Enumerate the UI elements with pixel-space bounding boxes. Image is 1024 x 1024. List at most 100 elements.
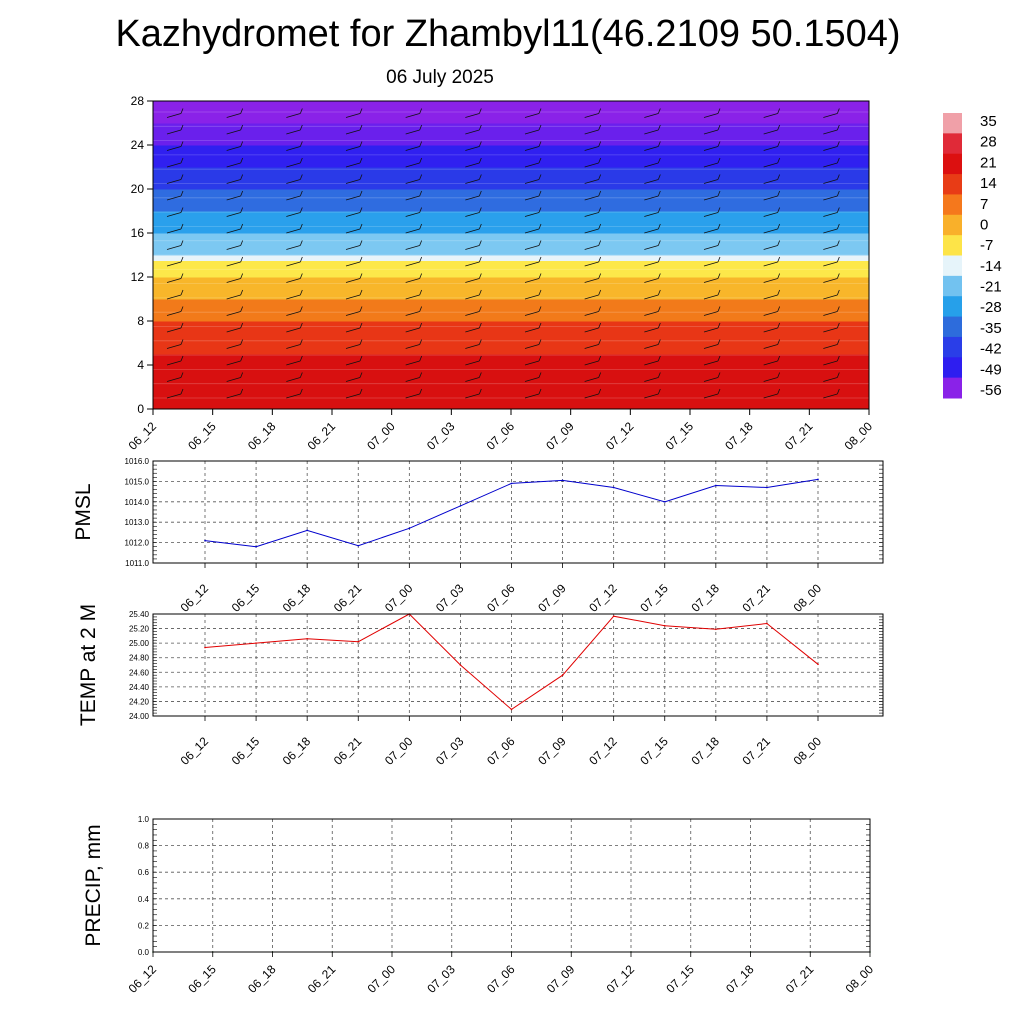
y-tick-label: 25.40 (129, 610, 150, 619)
x-tick-label: 07_21 (783, 962, 817, 996)
wind-barb-flag (717, 289, 721, 296)
wind-barb (703, 212, 719, 217)
wind-barb-flag (240, 322, 244, 329)
wind-barb (166, 162, 182, 168)
wind-barb-flag (717, 157, 721, 164)
wind-barb (166, 146, 182, 151)
wind-barb-flag (598, 108, 602, 114)
wind-barb-flag (836, 355, 840, 362)
wind-barb (465, 212, 480, 217)
wind-barb-flag (657, 372, 661, 378)
data-point (663, 624, 666, 627)
wind-barb (644, 195, 659, 201)
wind-barb (584, 311, 599, 316)
wind-barb-flag (777, 256, 781, 263)
wind-barb-flag (777, 273, 781, 279)
wind-barb-flag (717, 223, 721, 230)
wind-barb-flag (299, 157, 303, 164)
x-tick-label: 07_06 (484, 419, 518, 453)
wind-barb-flag (657, 223, 661, 230)
wind-barb (405, 294, 420, 300)
wind-barb-flag (777, 240, 781, 246)
colorbar-label: -28 (980, 299, 1002, 316)
wind-barb (524, 278, 540, 283)
x-tick-label: 07_00 (382, 581, 416, 615)
wind-barb (763, 311, 778, 316)
wind-barb-flag (836, 306, 840, 312)
y-tick-label: 20 (131, 182, 145, 196)
wind-barb-flag (717, 240, 721, 246)
wind-barb-flag (359, 339, 363, 345)
x-tick-label: 06_15 (185, 962, 219, 996)
data-point (255, 642, 257, 644)
wind-barb (524, 228, 540, 234)
wind-barb-flag (359, 322, 363, 329)
wind-barb (465, 179, 480, 184)
wind-barb (345, 360, 361, 366)
y-tick-label: 28 (131, 94, 145, 108)
x-tick-label: 07_21 (740, 734, 774, 768)
wind-barb (524, 179, 540, 184)
wind-barb-flag (240, 273, 244, 279)
wind-barb-flag (240, 190, 244, 197)
wind-barb (763, 179, 778, 184)
wind-barb-flag (359, 207, 363, 213)
wind-barb (524, 195, 540, 201)
wind-barb-flag (777, 108, 781, 114)
wind-barb (345, 228, 361, 234)
wind-barb-flag (419, 223, 423, 230)
x-tick-label: 08_00 (843, 962, 877, 996)
wind-barb (644, 113, 659, 118)
colorbar-segment (943, 214, 962, 236)
y-tick-label: 24 (131, 138, 145, 152)
wind-barb (823, 195, 838, 201)
wind-barb (823, 278, 838, 283)
wind-barb (465, 195, 480, 201)
wind-barb-flag (717, 372, 721, 378)
wind-barb-flag (299, 108, 303, 114)
wind-barb (584, 327, 599, 333)
wind-barb (524, 129, 540, 135)
wind-barb-flag (299, 174, 303, 180)
data-point (459, 505, 462, 507)
wind-barb-flag (657, 256, 661, 263)
x-tick-label: 07_18 (723, 962, 757, 996)
x-tick-label: 06_21 (331, 581, 365, 615)
wind-barb-flag (657, 141, 661, 147)
wind-barb-flag (836, 322, 840, 329)
y-tick-label: 24.00 (129, 712, 150, 721)
wind-barb-flag (777, 157, 781, 164)
wind-barb (166, 327, 182, 333)
wind-barb (345, 162, 361, 168)
colorbar-label: 0 (980, 216, 988, 233)
x-tick-label: 07_06 (484, 581, 518, 615)
y-tick-label: 25.00 (129, 639, 150, 648)
wind-barb (405, 212, 420, 217)
wind-barb (465, 327, 480, 333)
wind-barb (584, 344, 599, 349)
wind-barb (703, 245, 719, 250)
wind-barb-flag (538, 141, 542, 147)
wind-barb (166, 344, 182, 349)
wind-barb (763, 162, 778, 168)
wind-barb-flag (359, 388, 363, 395)
temperature-band (153, 101, 869, 124)
colorbar-segment (943, 316, 962, 338)
temperature-band (153, 321, 869, 355)
wind-barb (644, 129, 659, 135)
wind-barb-flag (180, 256, 184, 263)
wind-barb (286, 146, 301, 151)
wind-barb-flag (538, 355, 542, 362)
wind-barb-flag (478, 256, 482, 263)
colorbar-segment (943, 153, 962, 175)
wind-barb-flag (359, 108, 363, 114)
wind-barb-flag (180, 207, 184, 213)
wind-barb (465, 278, 480, 283)
x-tick-label: 07_09 (543, 419, 577, 453)
data-point (561, 674, 564, 676)
wind-barb-flag (180, 355, 184, 362)
wind-barb (405, 377, 420, 382)
y-tick-label: 1.0 (138, 815, 150, 824)
wind-barb-flag (478, 157, 482, 164)
wind-barb-flag (419, 322, 423, 329)
